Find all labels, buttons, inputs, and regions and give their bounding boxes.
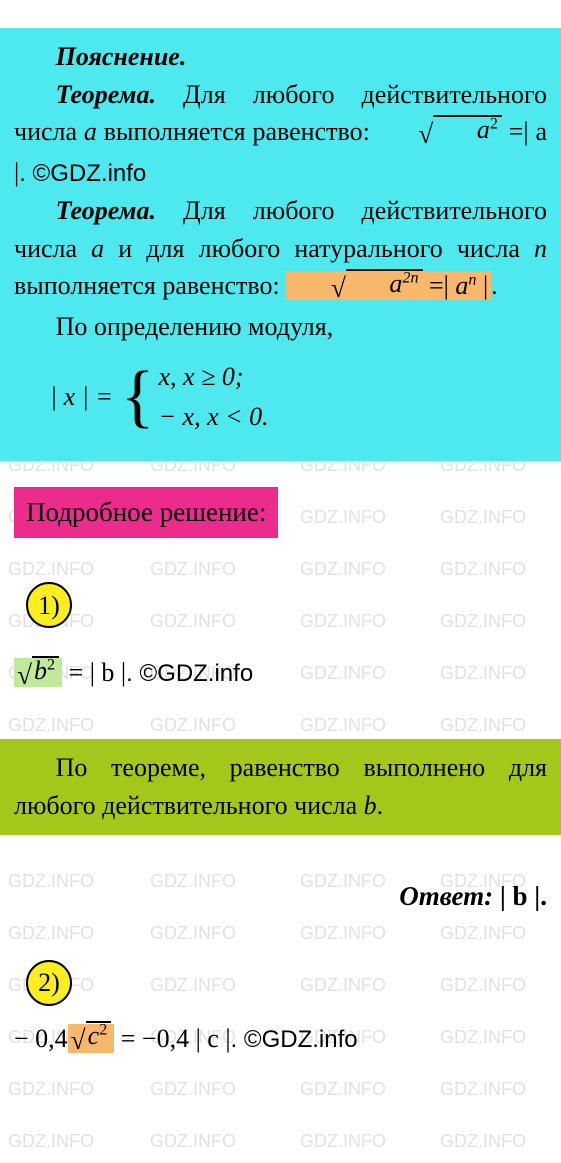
theorem-1: Теорема. Для любого действительного числ… — [14, 76, 547, 192]
theorem1-sqrt: √a2 — [377, 115, 502, 155]
theorem1-copyright: . ©GDZ.info — [19, 160, 146, 187]
theorem2-formula-hl: √a2n =| an | — [286, 271, 491, 300]
step1-note-text: По теореме, равенство выполнено для любо… — [14, 753, 547, 820]
modulus-case1: x, x ≥ 0; — [159, 362, 244, 391]
theorem2-var-a: a — [91, 234, 104, 263]
step-1-formula: √b2 = | b |. ©GDZ.info — [0, 654, 561, 695]
step1-exp: 2 — [47, 656, 55, 673]
theorem1-var: a — [84, 117, 97, 146]
theorem2-label: Теорема. — [56, 196, 156, 225]
step1-note-var: b — [364, 791, 377, 820]
modulus-cases: x, x ≥ 0; − x, x < 0. — [159, 356, 269, 437]
detailed-heading-row: Подробное решение: — [0, 487, 561, 538]
explanation-box: Пояснение. Теорема. Для любого действите… — [0, 28, 561, 461]
brace-icon: { — [121, 369, 155, 425]
answer-value: | b |. — [493, 881, 547, 911]
answer-label: Ответ: — [399, 881, 493, 911]
theorem1-text-b: выполняется равенство: — [97, 117, 377, 146]
theorem2-radicand: a — [389, 269, 402, 298]
step-2-formula: − 0,4√c2 = −0,4 | c |. ©GDZ.info — [0, 1020, 561, 1061]
modulus-case2: − x, x < 0. — [159, 402, 269, 431]
theorem1-exp: 2 — [490, 115, 498, 132]
step2-sqrt: √c2 — [71, 1021, 112, 1061]
step1-copyright: . ©GDZ.info — [126, 660, 253, 687]
step2-coef: − 0,4 — [14, 1024, 68, 1053]
theorem2-var-n: n — [534, 234, 547, 263]
explanation-heading: Пояснение. — [14, 38, 547, 76]
step1-radicand: b — [34, 656, 47, 685]
step2-copyright: . ©GDZ.info — [231, 1026, 358, 1053]
step-1-badge: 1) — [26, 582, 72, 628]
step2-lhs-hl: √c2 — [68, 1024, 115, 1053]
theorem-2: Теорема. Для любого действительного числ… — [14, 192, 547, 308]
theorem2-sqrt: √a2n — [289, 269, 422, 309]
step-2-number-row: 2) — [0, 960, 561, 1006]
step1-sqrt: √b2 — [17, 656, 59, 696]
modulus-definition: | x | = { x, x ≥ 0; − x, x < 0. — [50, 356, 547, 437]
step2-radicand: c — [88, 1021, 100, 1050]
explanation-heading-text: Пояснение. — [56, 42, 187, 71]
step2-rhs: = −0,4 | c | — [114, 1024, 230, 1053]
step1-rhs: = | b | — [69, 658, 127, 687]
step1-lhs-hl: √b2 — [14, 658, 62, 687]
step-1-number-row: 1) — [0, 582, 561, 628]
step-1-note-box: По теореме, равенство выполнено для любо… — [0, 739, 561, 834]
theorem2-exp: 2n — [402, 269, 418, 286]
step-2-badge: 2) — [26, 960, 72, 1006]
step1-note-end: . — [377, 791, 384, 820]
theorem2-rhs-exp: n — [468, 272, 476, 289]
step2-exp: 2 — [99, 1021, 107, 1038]
detailed-heading: Подробное решение: — [14, 487, 278, 538]
theorem2-rhs-base: a — [455, 271, 468, 300]
theorem2-text-c: выполняется равенство: — [14, 271, 286, 300]
theorem1-radicand: a — [477, 115, 490, 144]
theorem2-text-b: и для любого натурального числа — [104, 234, 534, 263]
modulus-intro: По определению модуля, — [14, 308, 547, 346]
step-1-note: По теореме, равенство выполнено для любо… — [14, 749, 547, 824]
step-1-answer: Ответ: | b |. — [0, 877, 561, 916]
theorem1-label: Теорема. — [56, 80, 156, 109]
modulus-lhs: | x | = — [50, 378, 113, 416]
